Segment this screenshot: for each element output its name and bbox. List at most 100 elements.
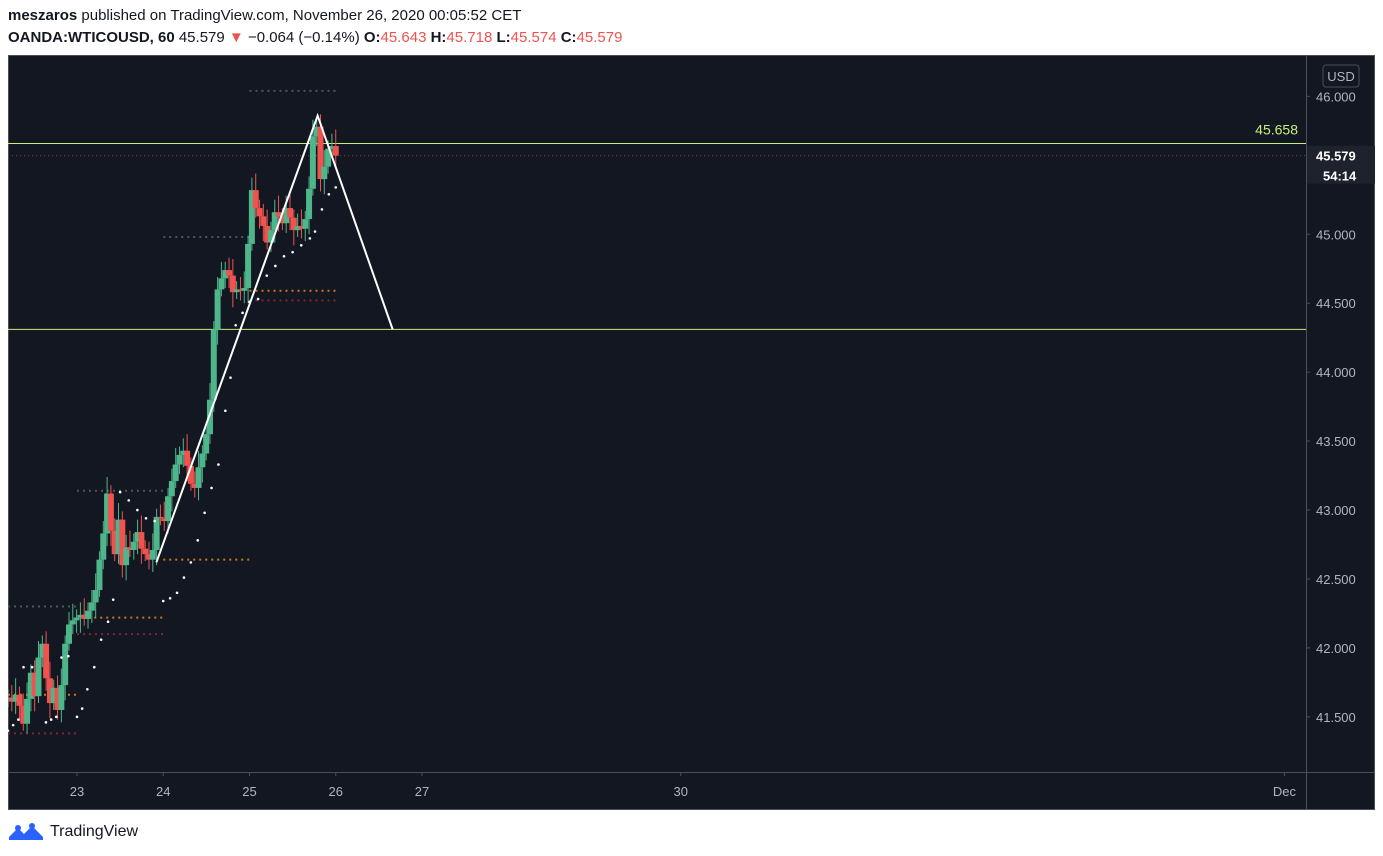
psar-dot: [17, 718, 20, 721]
candle-body: [210, 329, 217, 400]
psar-dot: [44, 721, 48, 724]
psar-dot: [291, 250, 294, 254]
psar-dot: [282, 255, 286, 258]
psar-dot: [224, 409, 227, 413]
candle-body: [325, 148, 332, 167]
psar-dot: [106, 620, 110, 624]
psar-dot: [67, 654, 70, 658]
psar-dot: [8, 729, 10, 732]
candle-body: [279, 216, 286, 224]
candle-body: [130, 541, 137, 551]
candle-body: [12, 694, 19, 702]
psar-dot: [118, 490, 122, 494]
candle-body: [180, 450, 187, 455]
symbol-line: OANDA:WTICOUSD, 60 45.579 ▼ −0.064 (−0.1…: [8, 29, 622, 46]
candle-body: [149, 550, 156, 560]
candle-body: [16, 694, 23, 706]
candle-body: [85, 610, 92, 619]
candle-body: [248, 190, 255, 244]
psar-dot: [217, 463, 220, 466]
psar-dot: [99, 638, 103, 641]
candle-body: [229, 275, 236, 293]
psar-dot: [189, 561, 193, 564]
candle-body: [241, 288, 248, 291]
psar-dot: [49, 718, 53, 721]
candle-body: [294, 225, 301, 231]
candle-body: [252, 190, 259, 209]
candle-body: [119, 519, 126, 566]
psar-dot: [75, 715, 79, 719]
psar-dot: [161, 599, 165, 603]
candle-body: [46, 678, 53, 704]
candle-body: [267, 230, 274, 243]
candle-body: [58, 685, 65, 710]
psar-dot: [175, 591, 179, 595]
candle-body: [65, 624, 72, 644]
low-label: L:: [496, 29, 511, 46]
candle-body: [218, 278, 225, 290]
price-change: −0.064 (−0.14%): [247, 29, 360, 46]
candle-body: [24, 698, 31, 724]
candle-body: [115, 519, 122, 555]
candle-body: [275, 212, 282, 217]
currency-button: [1322, 64, 1360, 88]
x-tick-label: 24: [156, 784, 170, 799]
last-price-box: [1307, 145, 1375, 184]
chart-area[interactable]: 45.658 46.000 45.000 44.500 44.000 43.500 43.0…: [8, 55, 1375, 810]
candle-body: [153, 516, 160, 551]
y-tick-label: 44.000: [1316, 365, 1356, 380]
candle-body: [176, 454, 183, 465]
psar-dot: [203, 511, 206, 515]
candle-body: [237, 289, 244, 291]
open-value: 45.643: [380, 29, 427, 46]
candle-body: [271, 212, 278, 231]
psar-dot: [80, 707, 84, 710]
psar-dot: [256, 297, 260, 301]
candle-body: [298, 225, 305, 229]
psar-dot: [168, 596, 172, 600]
symbol-name[interactable]: OANDA:WTICOUSD, 60: [8, 29, 175, 46]
candle-body: [168, 481, 175, 497]
publish-info: published on TradingView.com, November 2…: [81, 7, 522, 24]
x-tick-label: 23: [70, 784, 84, 799]
psar-dot: [127, 499, 131, 502]
publish-line: meszaros published on TradingView.com, N…: [8, 7, 521, 24]
candle-body: [77, 614, 84, 618]
x-tick-label: 27: [415, 784, 429, 799]
candle-body: [290, 217, 297, 231]
candle-body: [226, 270, 233, 276]
candle-body: [27, 672, 34, 699]
y-tick-label: 46.000: [1316, 89, 1356, 104]
price-chart[interactable]: 45.658 46.000 45.000 44.500 44.000 43.500 43.0…: [8, 55, 1375, 810]
candle-body: [287, 208, 294, 218]
psar-dot: [60, 656, 63, 659]
y-tick-label: 41.500: [1316, 710, 1356, 725]
psar-dot: [136, 508, 139, 512]
candle-body: [39, 643, 46, 658]
candle-body: [161, 518, 168, 522]
candle-body: [321, 166, 328, 180]
candle-body: [123, 547, 130, 566]
tradingview-logo-icon[interactable]: [8, 822, 44, 842]
psar-dot: [196, 539, 200, 542]
x-tick-label: 26: [328, 784, 342, 799]
candle-body: [8, 697, 15, 702]
candle-body: [313, 126, 320, 137]
last-price: 45.579: [178, 29, 225, 46]
candle-body: [81, 614, 88, 619]
candle-body: [62, 643, 69, 686]
y-tick-label: 42.500: [1316, 572, 1356, 587]
candle-body: [184, 450, 191, 466]
candle-body: [146, 554, 153, 560]
psar-dot: [334, 186, 338, 189]
open-label: O:: [363, 29, 381, 46]
psar-dot: [274, 264, 277, 268]
psar-dot: [153, 519, 156, 523]
candle-body: [172, 464, 179, 482]
author-name[interactable]: meszaros: [8, 7, 78, 24]
candle-body: [317, 126, 324, 180]
candle-body: [157, 516, 164, 519]
footer-brand[interactable]: TradingView: [50, 823, 139, 840]
close-value: 45.579: [576, 29, 623, 46]
psar-dot: [182, 576, 186, 579]
